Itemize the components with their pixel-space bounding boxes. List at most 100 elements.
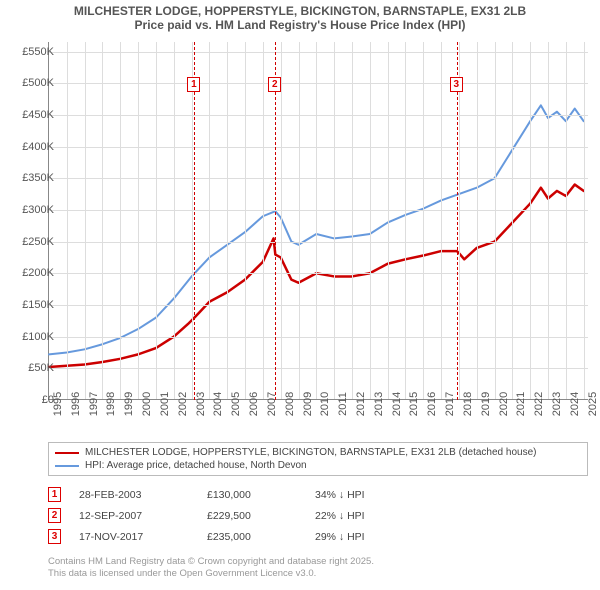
gridline-v <box>423 42 424 399</box>
y-tick-label: £550K <box>6 46 54 58</box>
gridline-v <box>67 42 68 399</box>
gridline-v <box>459 42 460 399</box>
x-tick-label: 2019 <box>480 392 492 416</box>
gridline-v <box>85 42 86 399</box>
annotation-diff-3: 29% ↓ HPI <box>315 531 405 543</box>
gridline-v <box>263 42 264 399</box>
gridline-v <box>441 42 442 399</box>
legend-label-hpi: HPI: Average price, detached house, Nort… <box>85 460 307 471</box>
x-tick-label: 2009 <box>302 392 314 416</box>
x-tick-label: 2016 <box>426 392 438 416</box>
gridline-v <box>281 42 282 399</box>
annotation-diff-2: 22% ↓ HPI <box>315 510 405 522</box>
annotation-date-2: 12-SEP-2007 <box>79 510 189 522</box>
x-tick-label: 2012 <box>355 392 367 416</box>
x-tick-label: 2007 <box>266 392 278 416</box>
x-tick-label: 2020 <box>498 392 510 416</box>
legend-item-property: MILCHESTER LODGE, HOPPERSTYLE, BICKINGTO… <box>55 446 581 459</box>
x-tick-label: 2005 <box>230 392 242 416</box>
marker-vline <box>275 42 276 400</box>
marker-vline <box>194 42 195 400</box>
annotation-date-3: 17-NOV-2017 <box>79 531 189 543</box>
y-tick-label: £450K <box>6 109 54 121</box>
y-tick-label: £400K <box>6 141 54 153</box>
x-tick-label: 1999 <box>123 392 135 416</box>
gridline-v <box>566 42 567 399</box>
x-tick-label: 2011 <box>337 392 349 416</box>
x-tick-label: 2014 <box>391 392 403 416</box>
x-tick-label: 2002 <box>177 392 189 416</box>
y-tick-label: £500K <box>6 77 54 89</box>
x-tick-label: 2021 <box>515 392 527 416</box>
title-line-2: Price paid vs. HM Land Registry's House … <box>10 18 590 32</box>
x-tick-label: 2023 <box>551 392 563 416</box>
annotation-row-2: 2 12-SEP-2007 £229,500 22% ↓ HPI <box>48 505 588 526</box>
gridline-v <box>120 42 121 399</box>
gridline-h <box>49 52 588 53</box>
gridline-v <box>209 42 210 399</box>
gridline-h <box>49 337 588 338</box>
y-tick-label: £0 <box>6 394 54 406</box>
gridline-v <box>388 42 389 399</box>
marker-box: 1 <box>187 77 200 92</box>
y-tick-label: £100K <box>6 331 54 343</box>
gridline-v <box>102 42 103 399</box>
gridline-v <box>316 42 317 399</box>
legend-swatch-hpi <box>55 465 79 467</box>
legend: MILCHESTER LODGE, HOPPERSTYLE, BICKINGTO… <box>48 442 588 476</box>
x-tick-label: 2013 <box>373 392 385 416</box>
x-tick-label: 1997 <box>88 392 100 416</box>
marker-vline <box>457 42 458 400</box>
annotation-row-1: 1 28-FEB-2003 £130,000 34% ↓ HPI <box>48 484 588 505</box>
footnote: Contains HM Land Registry data © Crown c… <box>48 556 374 580</box>
gridline-v <box>495 42 496 399</box>
annotation-date-1: 28-FEB-2003 <box>79 489 189 501</box>
chart-container: MILCHESTER LODGE, HOPPERSTYLE, BICKINGTO… <box>0 0 600 590</box>
x-tick-label: 2024 <box>569 392 581 416</box>
gridline-h <box>49 83 588 84</box>
annotation-table: 1 28-FEB-2003 £130,000 34% ↓ HPI 2 12-SE… <box>48 484 588 547</box>
x-tick-label: 2022 <box>533 392 545 416</box>
title-line-1: MILCHESTER LODGE, HOPPERSTYLE, BICKINGTO… <box>10 4 590 18</box>
y-tick-label: £200K <box>6 267 54 279</box>
x-tick-label: 2006 <box>248 392 260 416</box>
x-tick-label: 1995 <box>52 392 64 416</box>
annotation-price-3: £235,000 <box>207 531 297 543</box>
gridline-v <box>192 42 193 399</box>
footnote-line-1: Contains HM Land Registry data © Crown c… <box>48 556 374 568</box>
x-tick-label: 1998 <box>105 392 117 416</box>
gridline-v <box>584 42 585 399</box>
gridline-v <box>352 42 353 399</box>
legend-swatch-property <box>55 452 79 454</box>
gridline-h <box>49 147 588 148</box>
x-tick-label: 2017 <box>444 392 456 416</box>
gridline-h <box>49 178 588 179</box>
gridline-h <box>49 210 588 211</box>
gridline-h <box>49 115 588 116</box>
marker-box: 3 <box>450 77 463 92</box>
gridline-v <box>548 42 549 399</box>
gridline-v <box>299 42 300 399</box>
x-tick-label: 2015 <box>408 392 420 416</box>
gridline-h <box>49 242 588 243</box>
legend-label-property: MILCHESTER LODGE, HOPPERSTYLE, BICKINGTO… <box>85 447 536 458</box>
y-tick-label: £250K <box>6 236 54 248</box>
y-tick-label: £150K <box>6 299 54 311</box>
y-tick-label: £50K <box>6 362 54 374</box>
y-tick-label: £350K <box>6 172 54 184</box>
gridline-h <box>49 368 588 369</box>
chart-svg <box>49 42 589 400</box>
gridline-v <box>370 42 371 399</box>
gridline-v <box>156 42 157 399</box>
annotation-price-2: £229,500 <box>207 510 297 522</box>
gridline-v <box>334 42 335 399</box>
y-tick-label: £300K <box>6 204 54 216</box>
footnote-line-2: This data is licensed under the Open Gov… <box>48 568 374 580</box>
gridline-v <box>512 42 513 399</box>
gridline-v <box>245 42 246 399</box>
gridline-h <box>49 305 588 306</box>
gridline-v <box>138 42 139 399</box>
gridline-v <box>227 42 228 399</box>
gridline-v <box>530 42 531 399</box>
x-tick-label: 2001 <box>159 392 171 416</box>
